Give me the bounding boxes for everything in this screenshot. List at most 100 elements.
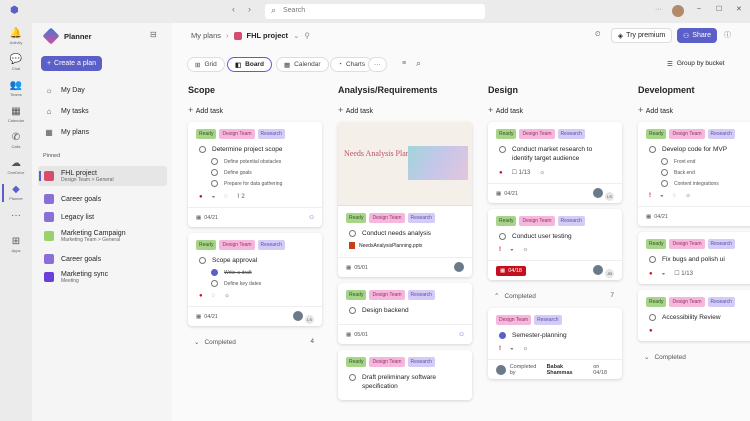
rail-item-activity[interactable]: 🔔 Activity	[0, 28, 32, 45]
complete-checkbox[interactable]	[349, 374, 356, 382]
task-card[interactable]: Ready Design Team Research Determine projec…	[188, 122, 322, 228]
subtask-checkbox[interactable]	[661, 169, 668, 177]
assign-icon[interactable]: ⚇	[309, 214, 314, 221]
complete-checkbox[interactable]	[199, 146, 206, 153]
attachment[interactable]: NeedsAnalysisPlanning.pptx	[349, 242, 464, 250]
try-premium-button[interactable]: ◈ Try premium	[611, 28, 672, 43]
complete-checkbox[interactable]	[349, 230, 356, 237]
completed-toggle[interactable]: ⌃ Completed 7	[488, 286, 622, 308]
task-title[interactable]: Draft preliminary software specification	[362, 374, 437, 391]
pinned-plan[interactable]: Marketing sync Meeting	[38, 267, 167, 287]
subtask-checkbox[interactable]	[211, 158, 218, 166]
completed-toggle[interactable]: ⌄ Completed	[638, 347, 750, 369]
rail-item-calendar[interactable]: ▦ Calendar	[0, 106, 32, 123]
task-title[interactable]: Develop code for MVP	[662, 146, 728, 153]
complete-checkbox[interactable]	[499, 233, 506, 241]
task-card[interactable]: Ready Design Team Research Develop code for…	[638, 122, 750, 227]
pinned-plan[interactable]: Career goals	[38, 189, 167, 209]
sidebar-item-my-day[interactable]: ☼ My Day	[44, 85, 84, 95]
help-icon[interactable]: ⓘ	[724, 32, 731, 39]
task-card[interactable]: Ready Design Team Research Fix bugs and pol…	[638, 232, 750, 285]
subtask-checkbox[interactable]	[211, 269, 218, 277]
filter-icon[interactable]: ≡	[402, 60, 407, 67]
chevron-down-icon[interactable]: ⌄	[293, 31, 300, 40]
attachment-preview[interactable]: Needs Analysis Planning	[338, 122, 472, 206]
task-title[interactable]: Scope approval	[212, 257, 258, 265]
close-icon[interactable]: ✕	[736, 6, 742, 13]
back-icon[interactable]: ‹	[232, 4, 235, 14]
complete-checkbox[interactable]	[199, 257, 206, 265]
subtask-checkbox[interactable]	[211, 180, 218, 188]
assignee[interactable]	[454, 261, 464, 274]
assignee[interactable]: LS	[593, 187, 614, 201]
sidebar-item-my-plans[interactable]: ▦ My plans	[44, 127, 89, 137]
pinned-plan[interactable]: Marketing Campaign Marketing Team > Gener…	[38, 226, 167, 246]
sidebar-item-my-tasks[interactable]: ⌂ My tasks	[44, 106, 89, 116]
assignee[interactable]: JB	[593, 264, 614, 278]
pinned-plan[interactable]: Legacy list	[38, 207, 167, 227]
user-avatar[interactable]	[672, 5, 684, 17]
tab-grid[interactable]: ⊞ Grid	[187, 57, 225, 72]
pinned-plan[interactable]: Career goals	[38, 249, 167, 269]
share-button[interactable]: ⚇ Share	[677, 28, 717, 43]
complete-checkbox[interactable]	[649, 256, 656, 264]
task-card[interactable]: Ready Design Team Research Conduct user tes…	[488, 209, 622, 281]
rail-item-apps[interactable]: ⊞ Apps	[0, 236, 32, 253]
subtask-checkbox[interactable]	[211, 280, 218, 288]
tab-board[interactable]: ◧ Board	[227, 57, 272, 72]
task-title[interactable]: Conduct user testing	[512, 233, 572, 241]
task-card[interactable]: Ready Design Team Research Scope approval Wr…	[188, 233, 322, 327]
rail-item-calls[interactable]: ✆ Calls	[0, 132, 32, 149]
task-card[interactable]: Ready Design Team Research Design backend ▦ 0…	[338, 283, 472, 345]
completed-toggle[interactable]: ⌄ Completed 4	[188, 332, 322, 354]
task-card[interactable]: Ready Design Team Research Draft preliminar…	[338, 350, 472, 401]
complete-checkbox[interactable]	[499, 146, 506, 153]
search-input[interactable]: Search	[265, 4, 485, 19]
tab-charts[interactable]: ◔ Charts	[330, 57, 374, 72]
subtask-checkbox[interactable]	[211, 169, 218, 177]
subtask-checkbox[interactable]	[661, 158, 668, 166]
task-card[interactable]: Design Team Research Semester-planning! ◒ ☼ C…	[488, 308, 622, 380]
task-title[interactable]: Design backend	[362, 307, 409, 315]
complete-checkbox[interactable]	[349, 307, 356, 315]
task-title[interactable]: Fix bugs and polish ui	[662, 256, 725, 264]
task-card[interactable]: Ready Design Team Research Accessibility Re…	[638, 290, 750, 342]
rail-item-onedrive[interactable]: ☁ OneDrive	[0, 158, 32, 175]
add-task-button[interactable]: Add task	[638, 105, 750, 115]
rail-item-planner[interactable]: ◆ Planner	[0, 184, 32, 202]
breadcrumb-my-plans[interactable]: My plans	[191, 31, 222, 40]
subtask-checkbox[interactable]	[661, 180, 668, 188]
plan-title[interactable]: FHL project	[246, 31, 289, 40]
collapse-sidebar-icon[interactable]: ⊟	[150, 30, 157, 39]
tab-calendar[interactable]: ▦ Calendar	[276, 57, 329, 72]
maximize-icon[interactable]: ☐	[716, 6, 723, 13]
task-title[interactable]: Conduct needs analysis	[362, 230, 432, 237]
pin-icon[interactable]: ⚲	[304, 31, 310, 40]
pinned-plan[interactable]: FHL project Design Team > General	[38, 166, 167, 186]
complete-checkbox[interactable]	[649, 314, 656, 322]
more-views-button[interactable]: ···	[368, 57, 387, 72]
group-by-button[interactable]: ☰ Group by bucket	[667, 60, 725, 68]
complete-checkbox[interactable]	[499, 332, 506, 340]
task-title[interactable]: Determine project scope	[212, 146, 283, 153]
task-card[interactable]: Ready Design Team Research Conduct market r…	[488, 122, 622, 204]
assign-icon[interactable]: ⚇	[459, 331, 464, 338]
task-title[interactable]: Accessibility Review	[662, 314, 721, 322]
task-card[interactable]: Needs Analysis Planning Ready Design Team R…	[338, 122, 472, 278]
task-title[interactable]: Semester-planning	[512, 332, 567, 340]
rail-item-chat[interactable]: 💬 Chat	[0, 54, 32, 71]
forward-icon[interactable]: ›	[248, 4, 251, 14]
complete-checkbox[interactable]	[649, 146, 656, 153]
add-task-button[interactable]: Add task	[188, 105, 322, 115]
task-title[interactable]: Conduct market research to identify targ…	[512, 146, 593, 163]
create-plan-button[interactable]: + Create a plan	[41, 56, 102, 71]
minimize-icon[interactable]: –	[697, 5, 701, 12]
add-task-button[interactable]: Add task	[338, 105, 472, 115]
rail-item-more[interactable]: ···	[0, 210, 32, 222]
rail-item-teams[interactable]: 👥 Teams	[0, 80, 32, 97]
add-task-button[interactable]: Add task	[488, 105, 622, 115]
more-icon[interactable]: ···	[655, 6, 662, 13]
notebook-icon[interactable]: ⏲	[595, 31, 601, 38]
search-board-icon[interactable]: ⌕	[416, 58, 422, 68]
assignee[interactable]: LS	[293, 310, 314, 324]
